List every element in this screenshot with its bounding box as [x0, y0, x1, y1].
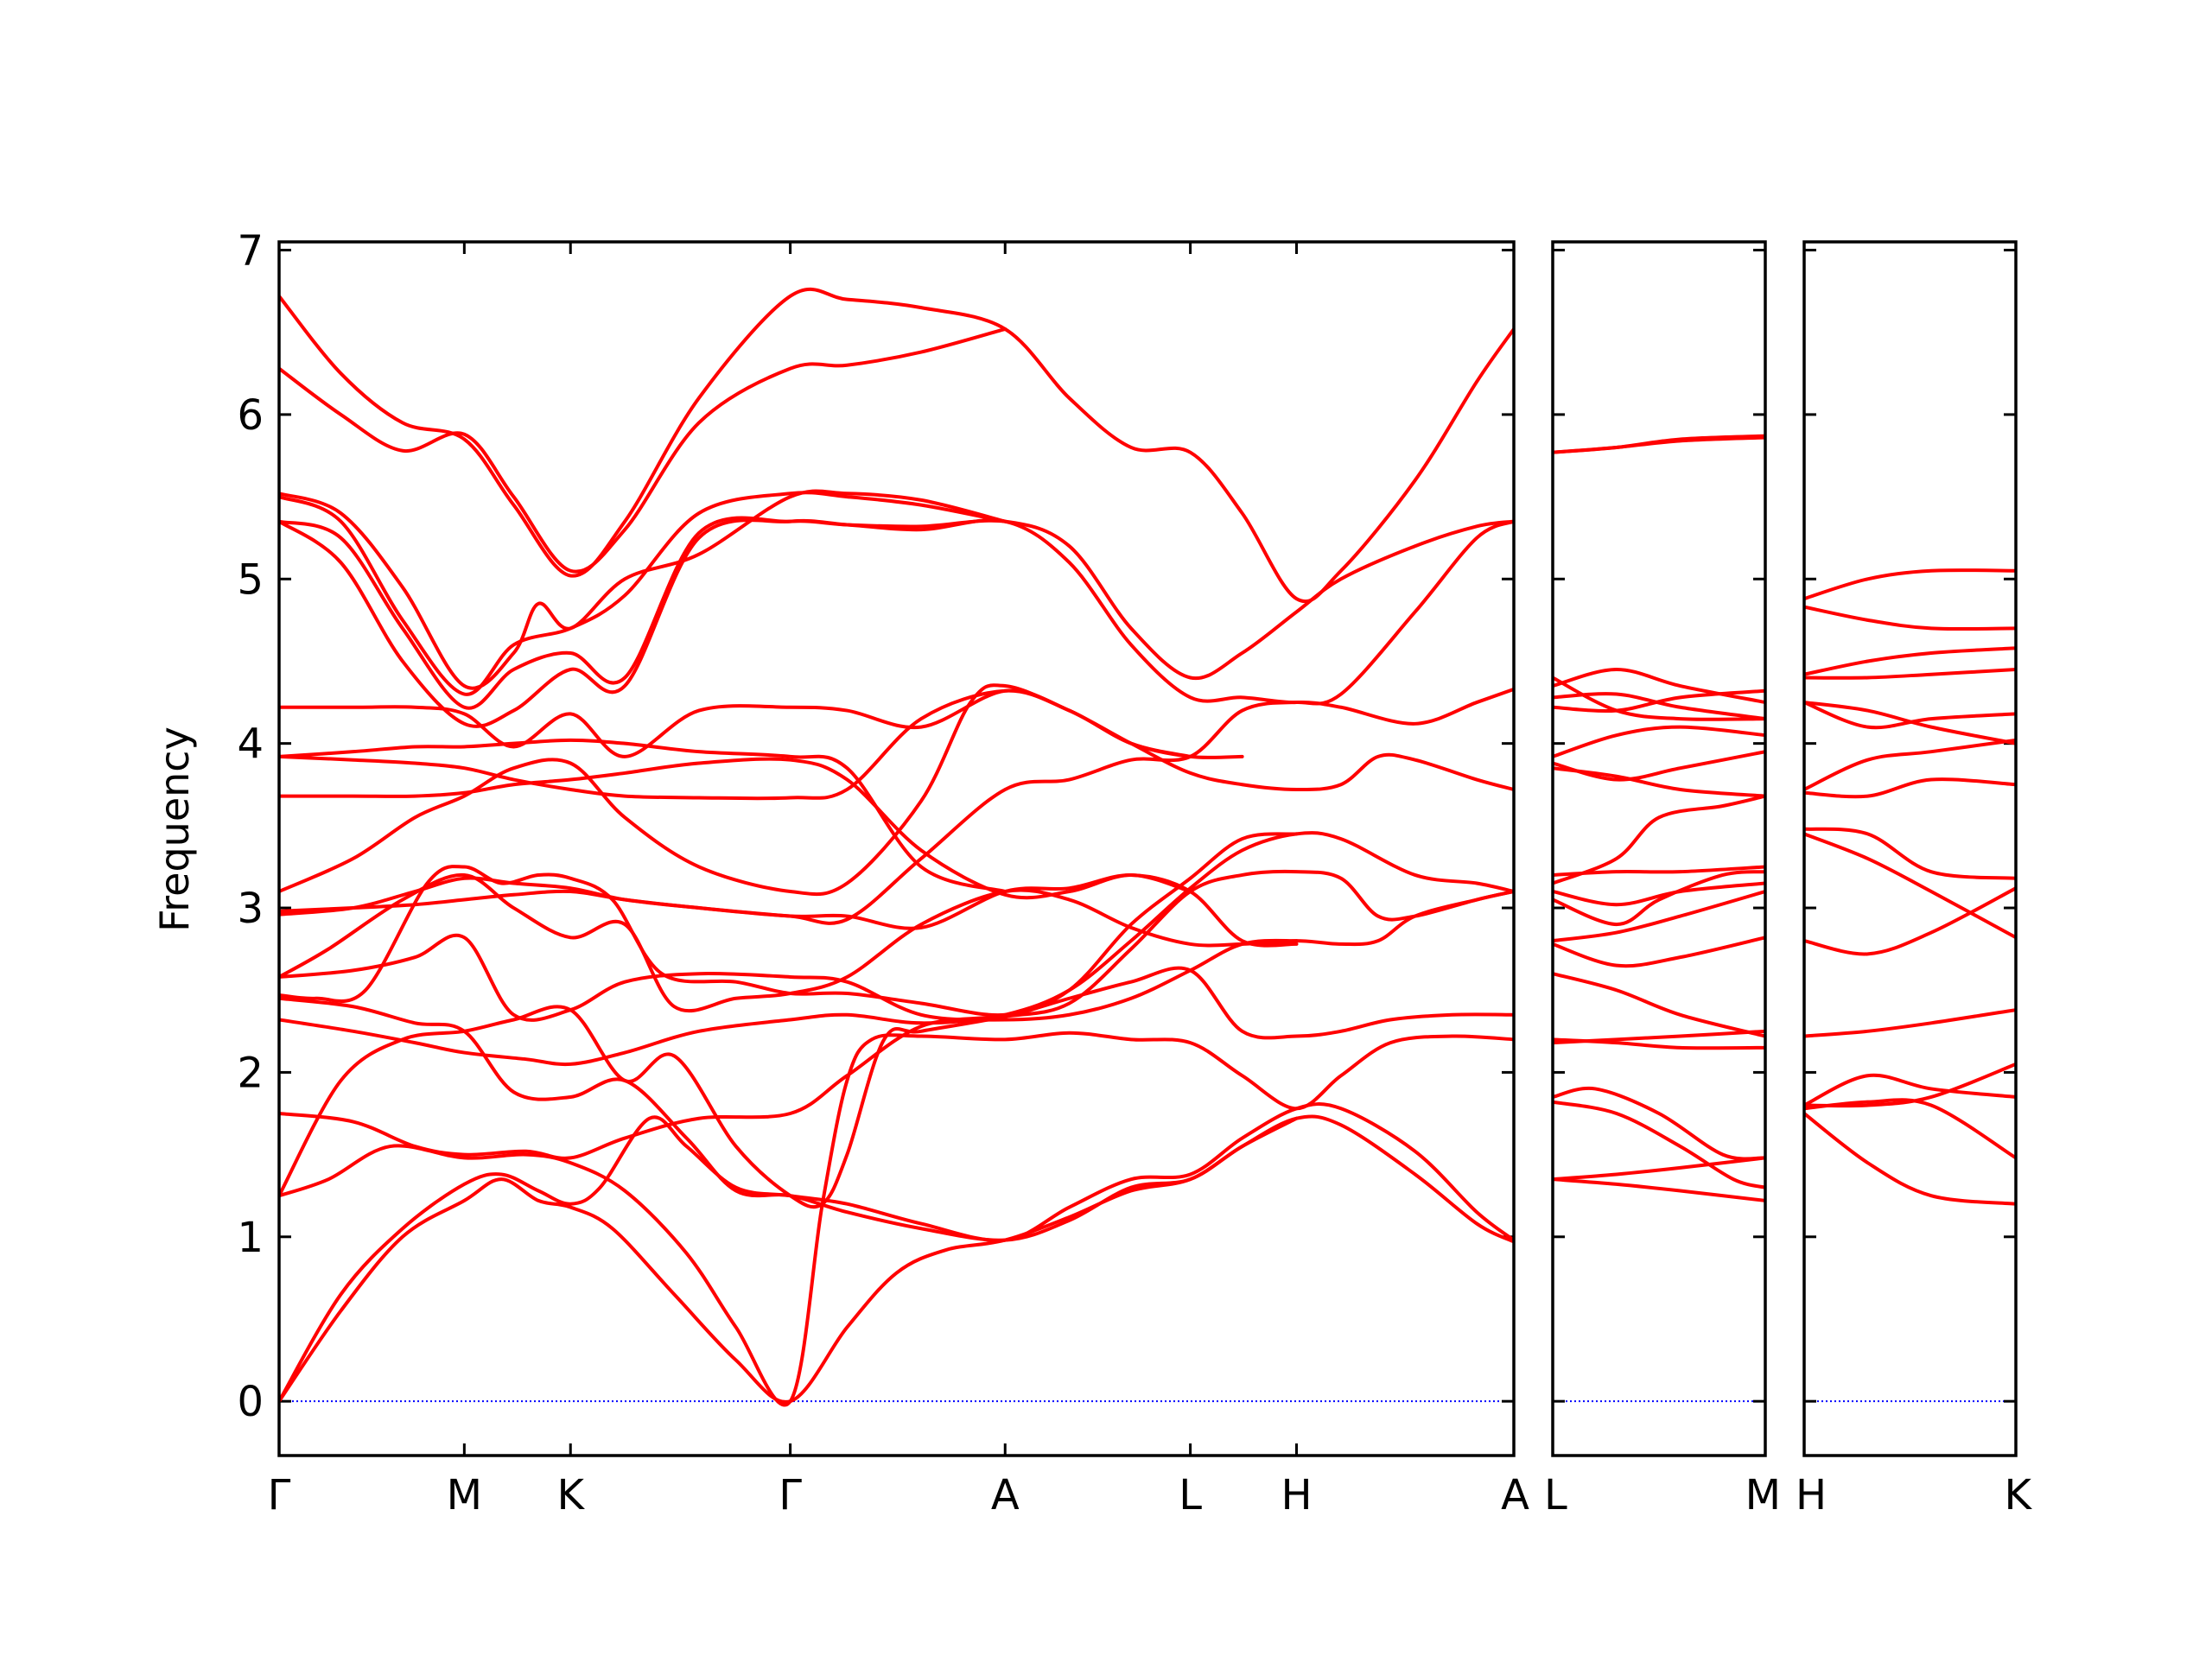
- band-line-18: [279, 518, 1514, 728]
- y-tick-label: 7: [237, 227, 264, 276]
- y-tick-label: 6: [237, 391, 264, 440]
- band-line-8: [279, 832, 1299, 1018]
- y-tick-label: 1: [237, 1214, 264, 1262]
- y-tick-label: 4: [237, 720, 264, 769]
- band-line-19: [279, 516, 1514, 710]
- band-line-3: [1553, 1100, 1765, 1189]
- x-tick-label: M: [1745, 1471, 1781, 1519]
- band-line-11: [1804, 701, 2016, 745]
- band-line-14: [279, 757, 1192, 900]
- band-line-1: [1553, 1156, 1765, 1182]
- x-tick-label: Γ: [268, 1471, 291, 1519]
- bands: [1553, 434, 1765, 1202]
- band-line-6: [279, 869, 1514, 1067]
- band-line-12: [1553, 794, 1765, 885]
- bands: [279, 287, 1514, 1407]
- band-line-2: [1804, 1098, 2016, 1160]
- band-line-4: [1553, 1086, 1765, 1161]
- band-line-10: [279, 872, 1299, 1012]
- band-line-4: [279, 966, 1514, 1209]
- band-line-16: [1804, 701, 2016, 730]
- band-line-3: [1804, 1073, 2016, 1107]
- y-tick-label: 0: [237, 1378, 264, 1426]
- band-line-16: [1553, 725, 1765, 758]
- y-axis-label: Frequency: [151, 726, 198, 932]
- band-line-23: [279, 287, 1514, 604]
- band-line-1: [1804, 1112, 2016, 1206]
- band-line-2: [279, 1102, 1514, 1404]
- band-line-7: [279, 996, 1299, 1242]
- x-tick-label: H: [1796, 1471, 1827, 1519]
- panel-frame: [1551, 240, 1767, 1457]
- x-tick-label: K: [2005, 1471, 2033, 1519]
- band-line-10: [1553, 870, 1765, 927]
- band-line-7: [1553, 972, 1765, 1038]
- band-line-19: [1553, 667, 1765, 705]
- x-tick-label: Γ: [779, 1471, 802, 1519]
- panel-frame: [1802, 240, 2018, 1457]
- band-line-13: [279, 683, 1514, 897]
- band-line-3: [279, 1031, 1514, 1407]
- band-line-9: [279, 890, 1514, 1022]
- band-line-2: [1553, 1177, 1765, 1202]
- band-line-15: [1804, 568, 2016, 601]
- band-line-20: [279, 491, 1007, 696]
- band-line-13: [1553, 865, 1765, 877]
- band-line-8: [1553, 936, 1765, 968]
- band-line-14: [1804, 605, 2016, 631]
- band-line-17: [279, 688, 1192, 758]
- x-tick-label: L: [1544, 1471, 1567, 1519]
- band-line-12: [1804, 667, 2016, 680]
- band-line-9: [1553, 890, 1765, 943]
- band-line-22: [1553, 435, 1765, 454]
- band-line-8: [1804, 827, 2016, 880]
- band-line-9: [1804, 777, 2016, 799]
- band-line-22: [279, 327, 1007, 574]
- band-line-4: [1804, 1062, 2016, 1108]
- y-tick-label: 2: [237, 1049, 264, 1097]
- panel-frame: [277, 240, 1516, 1457]
- bands: [1804, 568, 2016, 1206]
- band-line-5: [1804, 1008, 2016, 1038]
- band-line-17: [1553, 688, 1765, 713]
- x-tick-label: L: [1179, 1471, 1202, 1519]
- y-tick-label: 5: [237, 555, 264, 604]
- x-tick-label: A: [1501, 1471, 1529, 1519]
- x-tick-label: H: [1281, 1471, 1312, 1519]
- band-line-15: [1553, 750, 1765, 782]
- band-line-5: [279, 831, 1514, 1160]
- x-tick-label: M: [447, 1471, 482, 1519]
- x-tick-label: K: [557, 1471, 586, 1519]
- band-line-6: [1804, 886, 2016, 956]
- band-line-7: [1804, 832, 2016, 940]
- band-line-10: [1804, 738, 2016, 791]
- band-line-11: [1553, 881, 1765, 907]
- band-line-21: [279, 489, 1007, 690]
- band-line-13: [1804, 646, 2016, 676]
- band-line-20: [1553, 676, 1765, 721]
- panel-gamma-to-a: Γ M K Γ A L H A 0 1 2 3 4 5 6 7: [237, 227, 1529, 1519]
- band-line-6: [1553, 1037, 1765, 1050]
- band-line-16: [279, 738, 1007, 893]
- y-tick-label: 3: [237, 885, 264, 933]
- x-tick-label: A: [991, 1471, 1020, 1519]
